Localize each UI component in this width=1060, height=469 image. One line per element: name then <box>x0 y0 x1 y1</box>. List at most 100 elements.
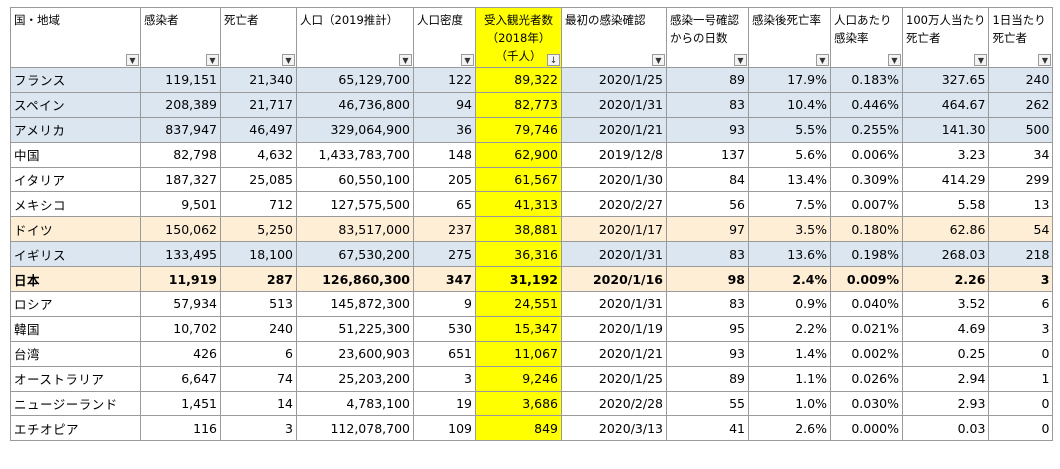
table-cell[interactable]: 3.52 <box>901 291 990 317</box>
table-cell[interactable]: 74 <box>220 365 297 392</box>
table-cell[interactable]: 65,129,700 <box>296 67 414 93</box>
table-cell[interactable]: 38,881 <box>475 216 562 243</box>
table-cell[interactable]: 61,567 <box>475 166 562 193</box>
country-cell[interactable]: 韓国 <box>10 315 141 342</box>
filter-dropdown-button[interactable]: ▼ <box>816 54 829 66</box>
table-cell[interactable]: 83 <box>666 241 749 268</box>
table-cell[interactable]: 6 <box>988 291 1054 317</box>
table-cell[interactable]: 119,151 <box>140 67 221 93</box>
table-cell[interactable]: 25,085 <box>220 166 297 193</box>
table-cell[interactable]: 137 <box>666 141 749 168</box>
table-cell[interactable]: 0.040% <box>830 291 903 317</box>
table-cell[interactable]: 7.5% <box>748 191 831 218</box>
filter-dropdown-button[interactable]: ▼ <box>461 54 474 66</box>
table-cell[interactable]: 1.0% <box>748 390 831 417</box>
filter-dropdown-button[interactable]: ▼ <box>206 54 219 66</box>
filter-dropdown-button[interactable]: ▼ <box>126 54 139 66</box>
table-cell[interactable]: 89,322 <box>475 67 562 93</box>
table-cell[interactable]: 10.4% <box>748 91 831 118</box>
table-cell[interactable]: 21,340 <box>220 67 297 93</box>
table-cell[interactable]: 426 <box>140 340 221 367</box>
table-cell[interactable]: 849 <box>475 415 562 442</box>
country-cell[interactable]: フランス <box>10 67 141 93</box>
table-cell[interactable]: 9 <box>413 291 476 317</box>
table-cell[interactable]: 5.6% <box>748 141 831 168</box>
table-cell[interactable]: 3 <box>220 415 297 442</box>
country-cell[interactable]: オーストラリア <box>10 365 141 392</box>
table-cell[interactable]: 34 <box>988 141 1054 168</box>
table-cell[interactable]: 2020/1/17 <box>561 216 667 243</box>
table-cell[interactable]: 6 <box>220 340 297 367</box>
table-cell[interactable]: 208,389 <box>140 91 221 118</box>
table-cell[interactable]: 0.007% <box>830 191 903 218</box>
table-cell[interactable]: 3 <box>413 365 476 392</box>
table-cell[interactable]: 513 <box>220 291 297 317</box>
table-cell[interactable]: 240 <box>220 315 297 342</box>
table-cell[interactable]: 1,451 <box>140 390 221 417</box>
table-cell[interactable]: 2020/1/19 <box>561 315 667 342</box>
table-cell[interactable]: 145,872,300 <box>296 291 414 317</box>
table-cell[interactable]: 18,100 <box>220 241 297 268</box>
table-cell[interactable]: 2020/2/28 <box>561 390 667 417</box>
table-cell[interactable]: 0.03 <box>901 415 990 442</box>
table-cell[interactable]: 36 <box>413 116 476 143</box>
table-cell[interactable]: 133,495 <box>140 241 221 268</box>
country-cell[interactable]: エチオピア <box>10 415 141 442</box>
table-cell[interactable]: 4,783,100 <box>296 390 414 417</box>
table-cell[interactable]: 287 <box>220 266 297 293</box>
country-cell[interactable]: イギリス <box>10 241 141 268</box>
table-cell[interactable]: 21,717 <box>220 91 297 118</box>
table-cell[interactable]: 2020/2/27 <box>561 191 667 218</box>
table-cell[interactable]: 0.026% <box>830 365 903 392</box>
table-cell[interactable]: 83 <box>666 291 749 317</box>
table-cell[interactable]: 205 <box>413 166 476 193</box>
table-cell[interactable]: 60,550,100 <box>296 166 414 193</box>
table-cell[interactable]: 1.4% <box>748 340 831 367</box>
country-cell[interactable]: 台湾 <box>10 340 141 367</box>
filter-dropdown-button[interactable]: ▼ <box>888 54 901 66</box>
table-cell[interactable]: 2020/1/16 <box>561 266 667 293</box>
table-cell[interactable]: 0.006% <box>830 141 903 168</box>
country-cell[interactable]: 中国 <box>10 141 141 168</box>
table-cell[interactable]: 0.030% <box>830 390 903 417</box>
table-cell[interactable]: 2020/1/31 <box>561 241 667 268</box>
country-cell[interactable]: ニュージーランド <box>10 390 141 417</box>
table-cell[interactable]: 712 <box>220 191 297 218</box>
table-cell[interactable]: 62.86 <box>901 216 990 243</box>
table-cell[interactable]: 275 <box>413 241 476 268</box>
table-cell[interactable]: 79,746 <box>475 116 562 143</box>
table-cell[interactable]: 46,497 <box>220 116 297 143</box>
country-cell[interactable]: イタリア <box>10 166 141 193</box>
table-cell[interactable]: 1 <box>988 365 1054 392</box>
table-cell[interactable]: 2.26 <box>901 266 990 293</box>
table-cell[interactable]: 2.94 <box>901 365 990 392</box>
table-cell[interactable]: 17.9% <box>748 67 831 93</box>
table-cell[interactable]: 93 <box>666 340 749 367</box>
table-cell[interactable]: 2020/1/30 <box>561 166 667 193</box>
table-cell[interactable]: 329,064,900 <box>296 116 414 143</box>
table-cell[interactable]: 83 <box>666 91 749 118</box>
table-cell[interactable]: 89 <box>666 365 749 392</box>
table-cell[interactable]: 148 <box>413 141 476 168</box>
table-cell[interactable]: 122 <box>413 67 476 93</box>
filter-dropdown-button[interactable]: ▼ <box>974 54 988 66</box>
table-cell[interactable]: 150,062 <box>140 216 221 243</box>
table-cell[interactable]: 0.25 <box>901 340 990 367</box>
table-cell[interactable]: 2020/1/25 <box>561 67 667 93</box>
filter-dropdown-button[interactable]: ▼ <box>1038 54 1052 66</box>
table-cell[interactable]: 0.9% <box>748 291 831 317</box>
table-cell[interactable]: 0.002% <box>830 340 903 367</box>
country-cell[interactable]: 日本 <box>10 266 141 293</box>
table-cell[interactable]: 51,225,300 <box>296 315 414 342</box>
table-cell[interactable]: 0 <box>988 390 1054 417</box>
table-cell[interactable]: 41,313 <box>475 191 562 218</box>
table-cell[interactable]: 0 <box>988 340 1054 367</box>
sort-filter-button[interactable]: ↓ <box>547 54 560 66</box>
table-cell[interactable]: 95 <box>666 315 749 342</box>
table-cell[interactable]: 141.30 <box>901 116 990 143</box>
table-cell[interactable]: 2019/12/8 <box>561 141 667 168</box>
table-cell[interactable]: 464.67 <box>901 91 990 118</box>
table-cell[interactable]: 2.6% <box>748 415 831 442</box>
table-cell[interactable]: 67,530,200 <box>296 241 414 268</box>
table-cell[interactable]: 82,798 <box>140 141 221 168</box>
